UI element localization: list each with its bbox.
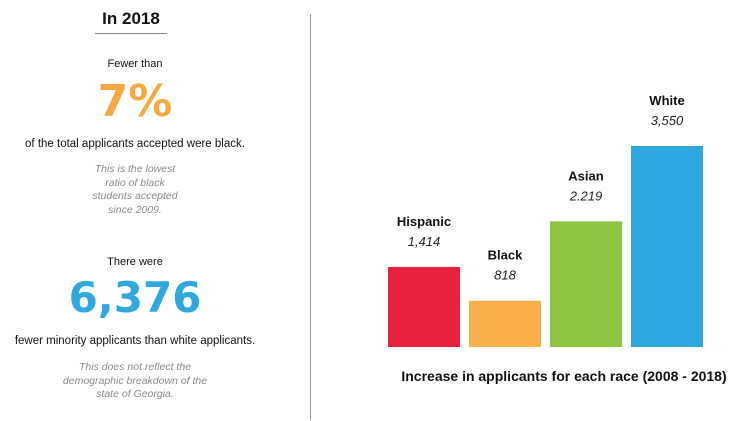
- bar-category-label: Black: [488, 248, 523, 263]
- bar-black: [469, 300, 541, 347]
- stat1-value: 7%: [97, 76, 173, 127]
- bar-category-label: Hispanic: [397, 214, 451, 229]
- stat1-prefix: Fewer than: [107, 58, 163, 70]
- vertical-divider: [310, 14, 311, 420]
- stat2-note-line: This does not reflect the: [78, 361, 192, 373]
- stat1-note: This is the lowest ratio of black studen…: [0, 163, 270, 218]
- stat2-note: This does not reflect the demographic br…: [0, 361, 270, 402]
- left-panel: In 2018 Fewer than 7% of the total appli…: [0, 0, 310, 421]
- bar-value-label: 3,550: [651, 113, 684, 128]
- stat1-note-line: ratio of black: [105, 176, 165, 189]
- stat1-note-line: This is the lowest: [94, 163, 176, 175]
- bar-value-label: 818: [494, 268, 516, 283]
- applicants-bar-chart: 1,414 Hispanic 818 Black 2.219 Asian 3,550 Whit…: [388, 93, 727, 384]
- bar-category-label: Asian: [568, 168, 603, 183]
- bar-value-label: 2.219: [569, 188, 603, 203]
- bars-group: 1,414 Hispanic 818 Black 2.219 Asian 3,550 Whit…: [388, 93, 703, 347]
- chart-title: Increase in applicants for each race (20…: [401, 368, 726, 384]
- stat2-note-line: demographic breakdown of the: [62, 374, 208, 387]
- stat2-sentence: fewer minority applicants than white app…: [14, 335, 256, 347]
- stat2-prefix: There were: [107, 256, 163, 268]
- stat1-sentence: of the total applicants accepted were bl…: [25, 138, 245, 150]
- stat2-value: 6,376: [68, 273, 202, 322]
- bar-white: [631, 146, 703, 347]
- bar-value-label: 1,414: [408, 234, 441, 249]
- bar-category-label: White: [649, 93, 684, 108]
- stat1-note-line: since 2009.: [108, 203, 162, 216]
- stat1-note-line: students accepted: [92, 190, 178, 203]
- bar-hispanic: [388, 266, 460, 347]
- panel-heading: In 2018: [95, 9, 167, 34]
- stat2-note-line: state of Georgia.: [96, 388, 174, 401]
- bar-asian: [550, 221, 622, 347]
